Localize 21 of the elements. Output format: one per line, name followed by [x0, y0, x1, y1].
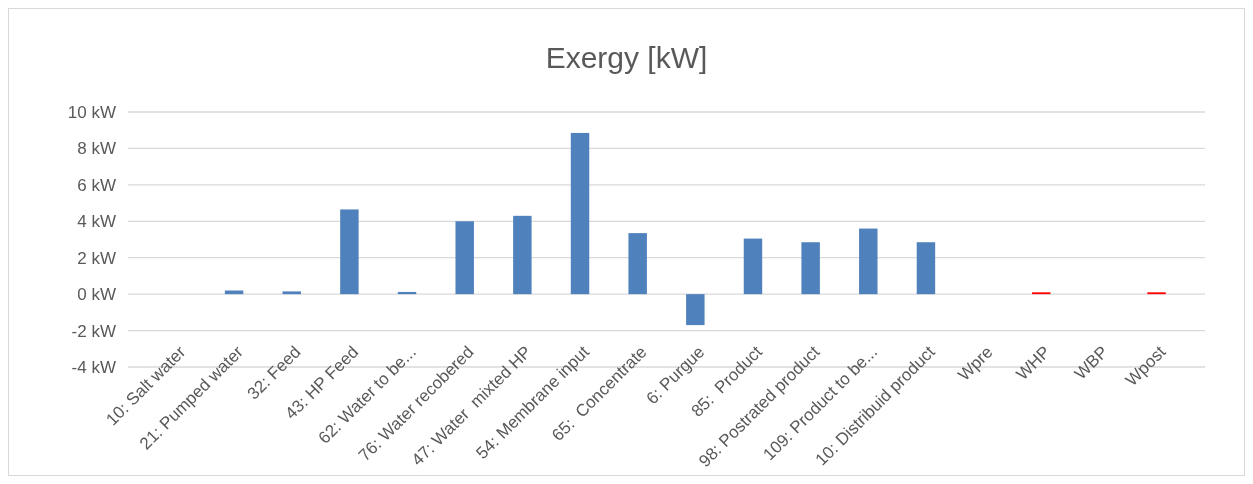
- bar: [686, 294, 705, 326]
- bar: [513, 215, 532, 295]
- bar: [570, 132, 590, 295]
- bar: [859, 228, 878, 295]
- bar: [916, 242, 936, 295]
- bar: [282, 291, 301, 295]
- y-tick-label: -2 kW: [71, 321, 116, 341]
- y-tick-label: -4 kW: [71, 357, 116, 377]
- bar: [397, 291, 417, 295]
- y-tick-label: 4 kW: [77, 212, 116, 232]
- chart-title: Exergy [kW]: [545, 41, 708, 74]
- bar: [628, 233, 647, 295]
- bar: [743, 238, 763, 295]
- y-tick-label: 0 kW: [77, 285, 116, 305]
- bar: [455, 221, 474, 295]
- bar: [340, 209, 359, 295]
- y-tick-label: 8 kW: [77, 139, 116, 159]
- y-tick-label: 2 kW: [77, 248, 116, 268]
- y-tick-label: 6 kW: [77, 175, 116, 195]
- bar: [801, 242, 820, 295]
- y-tick-label: 10 kW: [67, 102, 116, 122]
